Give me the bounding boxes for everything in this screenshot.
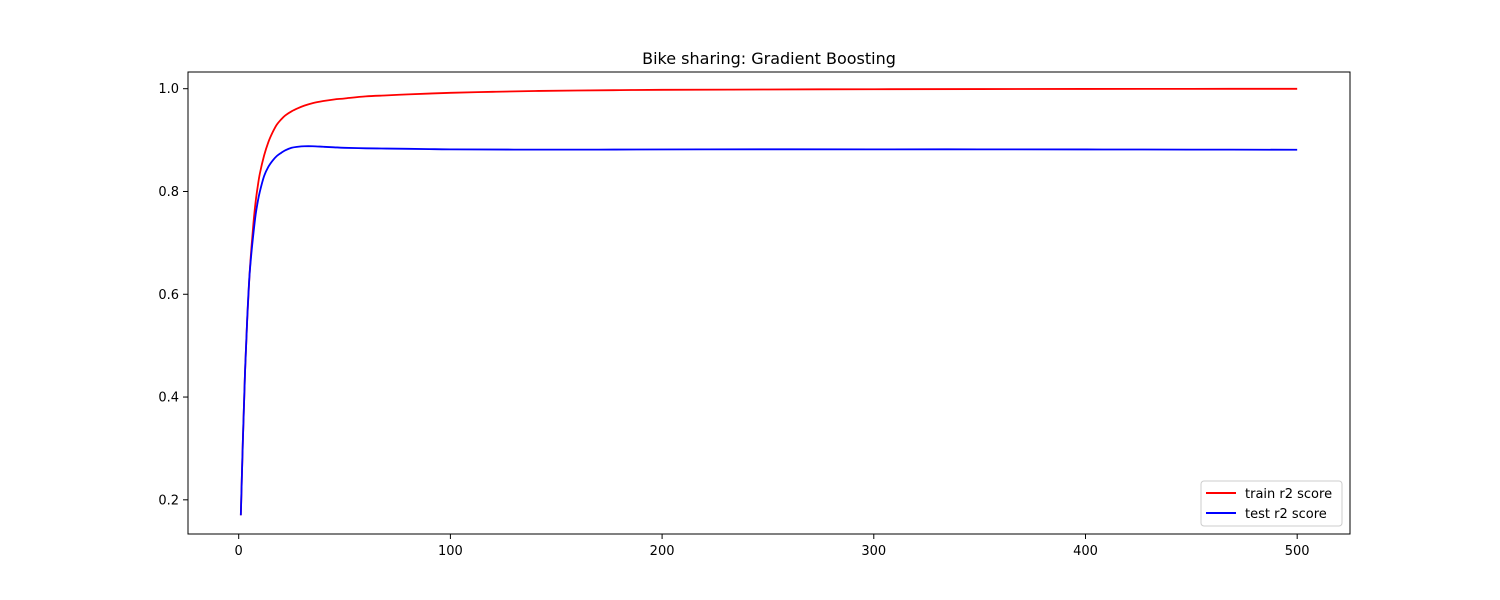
y-tick-label: 0.4 [158, 391, 179, 406]
legend-label-test: test r2 score [1245, 507, 1327, 522]
chart-title: Bike sharing: Gradient Boosting [642, 49, 896, 68]
y-axis: 0.2 0.4 0.6 0.8 1.0 [158, 82, 188, 508]
x-tick-label: 100 [438, 544, 463, 559]
plot-frame [187, 71, 1351, 535]
legend: train r2 score test r2 score [1200, 480, 1343, 527]
series-line-test [239, 145, 1298, 516]
x-axis: 0 100 200 300 400 500 [235, 534, 1310, 559]
y-tick-label: 0.6 [158, 288, 179, 303]
plot-area [188, 72, 1350, 534]
series-line-train [239, 87, 1298, 516]
x-tick-label: 500 [1285, 544, 1310, 559]
y-tick-label: 0.2 [158, 493, 179, 508]
x-tick-label: 0 [235, 544, 243, 559]
y-tick-label: 1.0 [158, 82, 179, 97]
x-tick-label: 300 [861, 544, 886, 559]
legend-label-train: train r2 score [1245, 487, 1332, 502]
y-tick-label: 0.8 [158, 185, 179, 200]
legend-box [1200, 480, 1343, 527]
series-layer [239, 87, 1298, 516]
x-tick-label: 400 [1073, 544, 1098, 559]
x-tick-label: 200 [650, 544, 675, 559]
plot-background [188, 72, 1350, 534]
